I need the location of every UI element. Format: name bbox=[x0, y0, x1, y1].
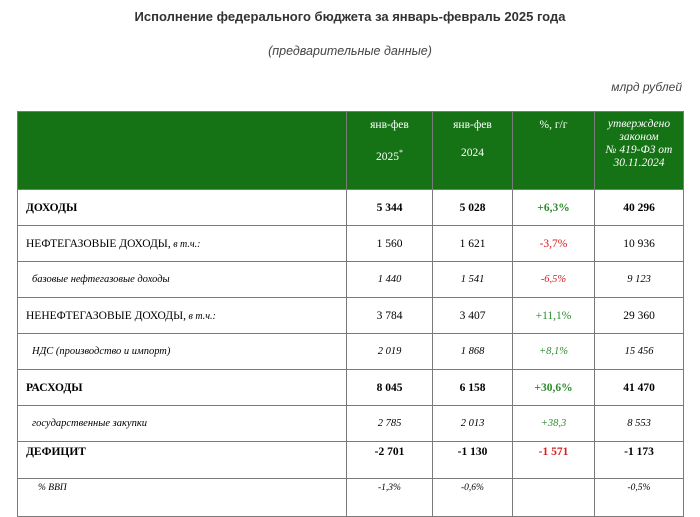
table-row-expenditures: РАСХОДЫ 8 045 6 158 +30,6% 41 470 bbox=[17, 369, 684, 406]
header-col-2025: янв-фев 2025* bbox=[346, 111, 433, 190]
row-label: % ВВП bbox=[17, 478, 347, 517]
page-title: Исполнение федерального бюджета за январ… bbox=[134, 9, 566, 24]
value-plan: -0,5% bbox=[594, 478, 684, 517]
plan-line-3: № 419-ФЗ от bbox=[605, 144, 673, 156]
value-yoy: +6,3% bbox=[512, 189, 595, 226]
value-yoy: -6,5% bbox=[512, 261, 595, 298]
plan-line-2: законом bbox=[619, 131, 659, 143]
header-col-2024: янв-фев 2024 bbox=[432, 111, 513, 190]
row-label: базовые нефтегазовые доходы bbox=[17, 261, 347, 298]
value-plan: 40 296 bbox=[594, 189, 684, 226]
row-label: ДЕФИЦИТ bbox=[17, 441, 347, 479]
table-row-oil-gas: НЕФТЕГАЗОВЫЕ ДОХОДЫ, в т.ч.: 1 560 1 621… bbox=[17, 225, 684, 262]
table-row-vat: НДС (производство и импорт) 2 019 1 868 … bbox=[17, 333, 684, 370]
value-2024: 6 158 bbox=[432, 369, 513, 406]
page-subtitle: (предварительные данные) bbox=[268, 44, 432, 58]
units-label: млрд рублей bbox=[611, 80, 682, 94]
value-plan: 41 470 bbox=[594, 369, 684, 406]
header-col-2025-year: 2025 bbox=[376, 150, 399, 163]
value-plan: 29 360 bbox=[594, 297, 684, 334]
header-label-cell bbox=[17, 111, 347, 190]
table-row-non-oil-gas: НЕНЕФТЕГАЗОВЫЕ ДОХОДЫ, в т.ч.: 3 784 3 4… bbox=[17, 297, 684, 334]
table-row-gdp-share: % ВВП -1,3% -0,6% -0,5% bbox=[17, 478, 684, 517]
table-row-deficit: ДЕФИЦИТ -2 701 -1 130 -1 571 -1 173 bbox=[17, 441, 684, 479]
row-label-cell: НЕНЕФТЕГАЗОВЫЕ ДОХОДЫ, в т.ч.: bbox=[17, 297, 347, 334]
value-2025: 1 560 bbox=[346, 225, 433, 262]
value-2024: -0,6% bbox=[432, 478, 513, 517]
header-col-2025-year-wrap: 2025* bbox=[347, 146, 432, 164]
value-2025: -2 701 bbox=[346, 441, 433, 479]
row-label-note: в т.ч.: bbox=[186, 310, 216, 322]
header-col-plan: утверждено законом № 419-ФЗ от 30.11.2024 bbox=[594, 111, 684, 190]
value-2024: 2 013 bbox=[432, 405, 513, 442]
header-col-yoy: %, г/г bbox=[512, 111, 595, 190]
value-yoy: +30,6% bbox=[512, 369, 595, 406]
plan-line-1: утверждено bbox=[607, 118, 671, 130]
value-plan: 8 553 bbox=[594, 405, 684, 442]
header-col-2024-period: янв-фев bbox=[453, 119, 492, 131]
value-2025: 8 045 bbox=[346, 369, 433, 406]
value-yoy: +8,1% bbox=[512, 333, 595, 370]
row-label: НЕФТЕГАЗОВЫЕ ДОХОДЫ, bbox=[26, 237, 171, 250]
value-2024: 3 407 bbox=[432, 297, 513, 334]
footnote-mark: * bbox=[399, 148, 403, 157]
value-2025: 3 784 bbox=[346, 297, 433, 334]
value-2025: 5 344 bbox=[346, 189, 433, 226]
header-col-plan-text: утверждено законом № 419-ФЗ от 30.11.2024 bbox=[595, 112, 683, 170]
value-2024: -1 130 bbox=[432, 441, 513, 479]
row-label: НЕНЕФТЕГАЗОВЫЕ ДОХОДЫ, bbox=[26, 309, 187, 322]
table-row-procurement: государственные закупки 2 785 2 013 +38,… bbox=[17, 405, 684, 442]
header-col-2024-year: 2024 bbox=[461, 147, 484, 159]
value-plan: -1 173 bbox=[594, 441, 684, 479]
row-label: ДОХОДЫ bbox=[17, 189, 347, 226]
budget-table: янв-фев 2025* янв-фев 2024 %, г/г утверж… bbox=[17, 111, 684, 517]
value-2025: -1,3% bbox=[346, 478, 433, 517]
value-2024: 1 868 bbox=[432, 333, 513, 370]
row-label-note: в т.ч.: bbox=[170, 238, 201, 250]
value-2024: 1 621 bbox=[432, 225, 513, 262]
header-col-yoy-label: %, г/г bbox=[539, 119, 568, 131]
plan-line-4: 30.11.2024 bbox=[613, 157, 665, 169]
row-label: РАСХОДЫ bbox=[17, 369, 347, 406]
table-row-revenues: ДОХОДЫ 5 344 5 028 +6,3% 40 296 bbox=[17, 189, 684, 226]
value-plan: 9 123 bbox=[594, 261, 684, 298]
value-2025: 1 440 bbox=[346, 261, 433, 298]
value-yoy: -3,7% bbox=[512, 225, 595, 262]
value-2025: 2 785 bbox=[346, 405, 433, 442]
table-header-row: янв-фев 2025* янв-фев 2024 %, г/г утверж… bbox=[17, 111, 684, 190]
value-yoy: +38,3 bbox=[512, 405, 595, 442]
value-2024: 5 028 bbox=[432, 189, 513, 226]
row-label-cell: НЕФТЕГАЗОВЫЕ ДОХОДЫ, в т.ч.: bbox=[17, 225, 347, 262]
row-label: НДС (производство и импорт) bbox=[17, 333, 347, 370]
value-plan: 15 456 bbox=[594, 333, 684, 370]
value-yoy: -1 571 bbox=[512, 441, 595, 479]
table-row-base-oil-gas: базовые нефтегазовые доходы 1 440 1 541 … bbox=[17, 261, 684, 298]
value-2025: 2 019 bbox=[346, 333, 433, 370]
value-yoy bbox=[512, 478, 595, 517]
row-label: государственные закупки bbox=[17, 405, 347, 442]
value-yoy: +11,1% bbox=[512, 297, 595, 334]
value-2024: 1 541 bbox=[432, 261, 513, 298]
value-plan: 10 936 bbox=[594, 225, 684, 262]
header-col-2025-period: янв-фев bbox=[370, 119, 409, 131]
